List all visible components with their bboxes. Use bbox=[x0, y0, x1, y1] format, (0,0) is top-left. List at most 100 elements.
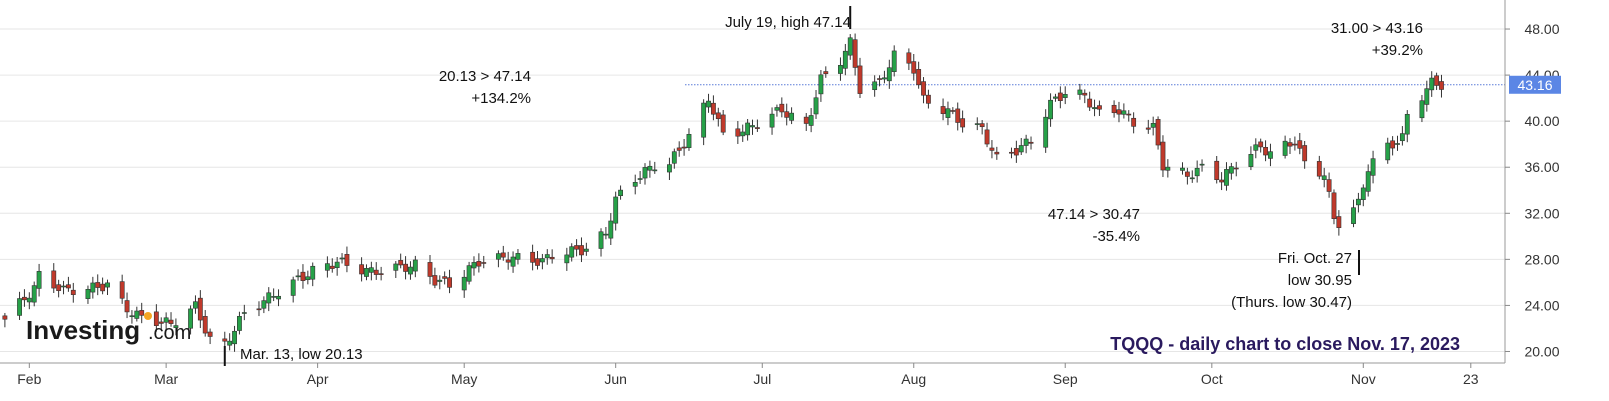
candle bbox=[720, 109, 726, 136]
candle bbox=[1424, 80, 1430, 112]
annotation-line: 47.14 > 30.47 bbox=[1048, 206, 1140, 223]
candle bbox=[671, 148, 677, 169]
x-tick-label: Aug bbox=[901, 371, 926, 387]
candle bbox=[882, 70, 887, 84]
candle bbox=[872, 75, 878, 97]
candle bbox=[1043, 109, 1049, 153]
candle bbox=[432, 267, 438, 289]
candle bbox=[544, 249, 550, 265]
candle bbox=[852, 33, 858, 76]
candle bbox=[847, 34, 853, 60]
candle bbox=[740, 124, 746, 142]
candle bbox=[955, 102, 961, 131]
candle bbox=[447, 269, 452, 294]
candle bbox=[1355, 192, 1361, 213]
x-tick-label: Apr bbox=[307, 371, 329, 387]
candle bbox=[1145, 119, 1151, 134]
annotation-line: +134.2% bbox=[471, 90, 531, 107]
annotation-line: +39.2% bbox=[1372, 42, 1423, 59]
candle bbox=[276, 289, 281, 307]
candle bbox=[1160, 135, 1166, 178]
candle bbox=[925, 89, 931, 109]
candle bbox=[442, 271, 448, 285]
candle bbox=[647, 160, 653, 178]
candle bbox=[329, 258, 335, 273]
candle bbox=[598, 228, 604, 257]
candle bbox=[1326, 172, 1332, 198]
candle bbox=[295, 269, 301, 281]
candle bbox=[642, 163, 648, 185]
candle bbox=[857, 57, 863, 99]
logo-dot-icon bbox=[144, 312, 152, 320]
candles bbox=[2, 33, 1444, 352]
annotation-line: low 30.95 bbox=[1288, 272, 1352, 289]
annotation-july-high: July 19, high 47.14 bbox=[725, 6, 852, 31]
candle bbox=[838, 57, 843, 81]
candle bbox=[1370, 150, 1376, 184]
candle bbox=[564, 247, 570, 271]
candle bbox=[153, 304, 159, 332]
candle bbox=[17, 291, 22, 320]
candle bbox=[305, 270, 311, 285]
candle bbox=[735, 121, 741, 144]
candle bbox=[1297, 132, 1303, 155]
candle bbox=[22, 289, 27, 307]
candle bbox=[70, 282, 76, 303]
candle bbox=[1316, 155, 1322, 180]
candle bbox=[51, 263, 57, 294]
candle bbox=[202, 310, 208, 337]
annotation-rise-1: 20.13 > 47.14 +134.2% bbox=[439, 68, 531, 107]
candle bbox=[1155, 116, 1161, 150]
candle bbox=[300, 264, 306, 289]
candle bbox=[36, 263, 42, 297]
candle bbox=[1018, 137, 1024, 155]
candle bbox=[803, 113, 809, 131]
candle bbox=[618, 185, 623, 200]
candle bbox=[842, 43, 848, 76]
last-price-label: 43.16 bbox=[1517, 77, 1552, 93]
annotation-line: -35.4% bbox=[1092, 228, 1140, 245]
annotation-march-low: Mar. 13, low 20.13 bbox=[223, 346, 363, 366]
candle bbox=[652, 161, 658, 174]
candle bbox=[1082, 89, 1088, 104]
candle bbox=[129, 310, 135, 324]
candle bbox=[403, 256, 408, 280]
candle bbox=[676, 141, 682, 157]
logo-suffix: .com bbox=[148, 322, 191, 344]
annotation-oct-low: Fri. Oct. 27 low 30.95 (Thurs. low 30.47) bbox=[1231, 250, 1360, 311]
candle bbox=[530, 244, 536, 271]
candle bbox=[256, 301, 262, 317]
candle bbox=[408, 261, 413, 280]
candle bbox=[1131, 112, 1137, 134]
candle bbox=[632, 174, 638, 195]
candle bbox=[1184, 167, 1190, 185]
candle bbox=[476, 253, 482, 273]
candle bbox=[197, 290, 203, 329]
candle bbox=[1268, 143, 1273, 167]
candle bbox=[1189, 170, 1195, 183]
candle bbox=[681, 138, 687, 156]
candle bbox=[515, 249, 521, 265]
annotation-drop: 47.14 > 30.47 -35.4% bbox=[1048, 206, 1140, 245]
candle bbox=[222, 331, 228, 348]
candle bbox=[1263, 140, 1268, 162]
candle bbox=[891, 45, 897, 77]
candle bbox=[31, 281, 37, 307]
candle bbox=[940, 98, 946, 121]
candle bbox=[90, 276, 96, 299]
candle bbox=[1365, 164, 1371, 197]
candle bbox=[26, 292, 32, 310]
candle bbox=[549, 249, 555, 264]
candle bbox=[334, 256, 340, 276]
candle bbox=[393, 261, 399, 278]
candle bbox=[261, 296, 267, 314]
candle bbox=[241, 304, 247, 321]
candle bbox=[1180, 162, 1185, 175]
candle bbox=[1214, 156, 1220, 184]
candle bbox=[603, 226, 609, 240]
candle bbox=[974, 117, 980, 131]
candle bbox=[1390, 136, 1396, 156]
candle bbox=[784, 103, 790, 126]
candle bbox=[437, 275, 443, 290]
